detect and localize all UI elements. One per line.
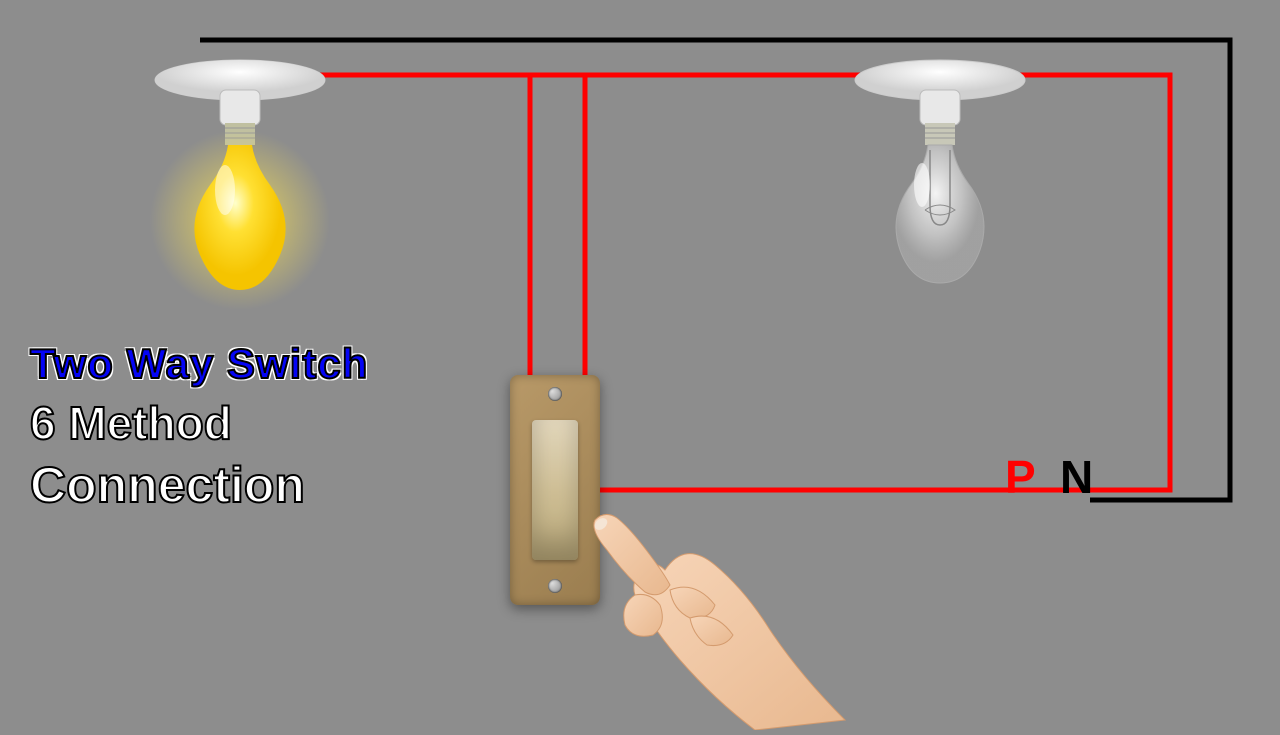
title-line-2: 6 Method [30,396,368,450]
title-line-3: Connection [30,456,368,514]
title-block: Two Way Switch 6 Method Connection [30,340,368,514]
bulb-right [850,55,1030,320]
switch-rocker[interactable] [532,420,578,560]
bulb-left [150,55,330,320]
neutral-label: N [1060,450,1093,504]
phase-label: P [1005,450,1036,504]
phase-wire [530,75,585,380]
hand-pointer-icon [575,510,855,735]
title-line-1: Two Way Switch [30,340,368,388]
